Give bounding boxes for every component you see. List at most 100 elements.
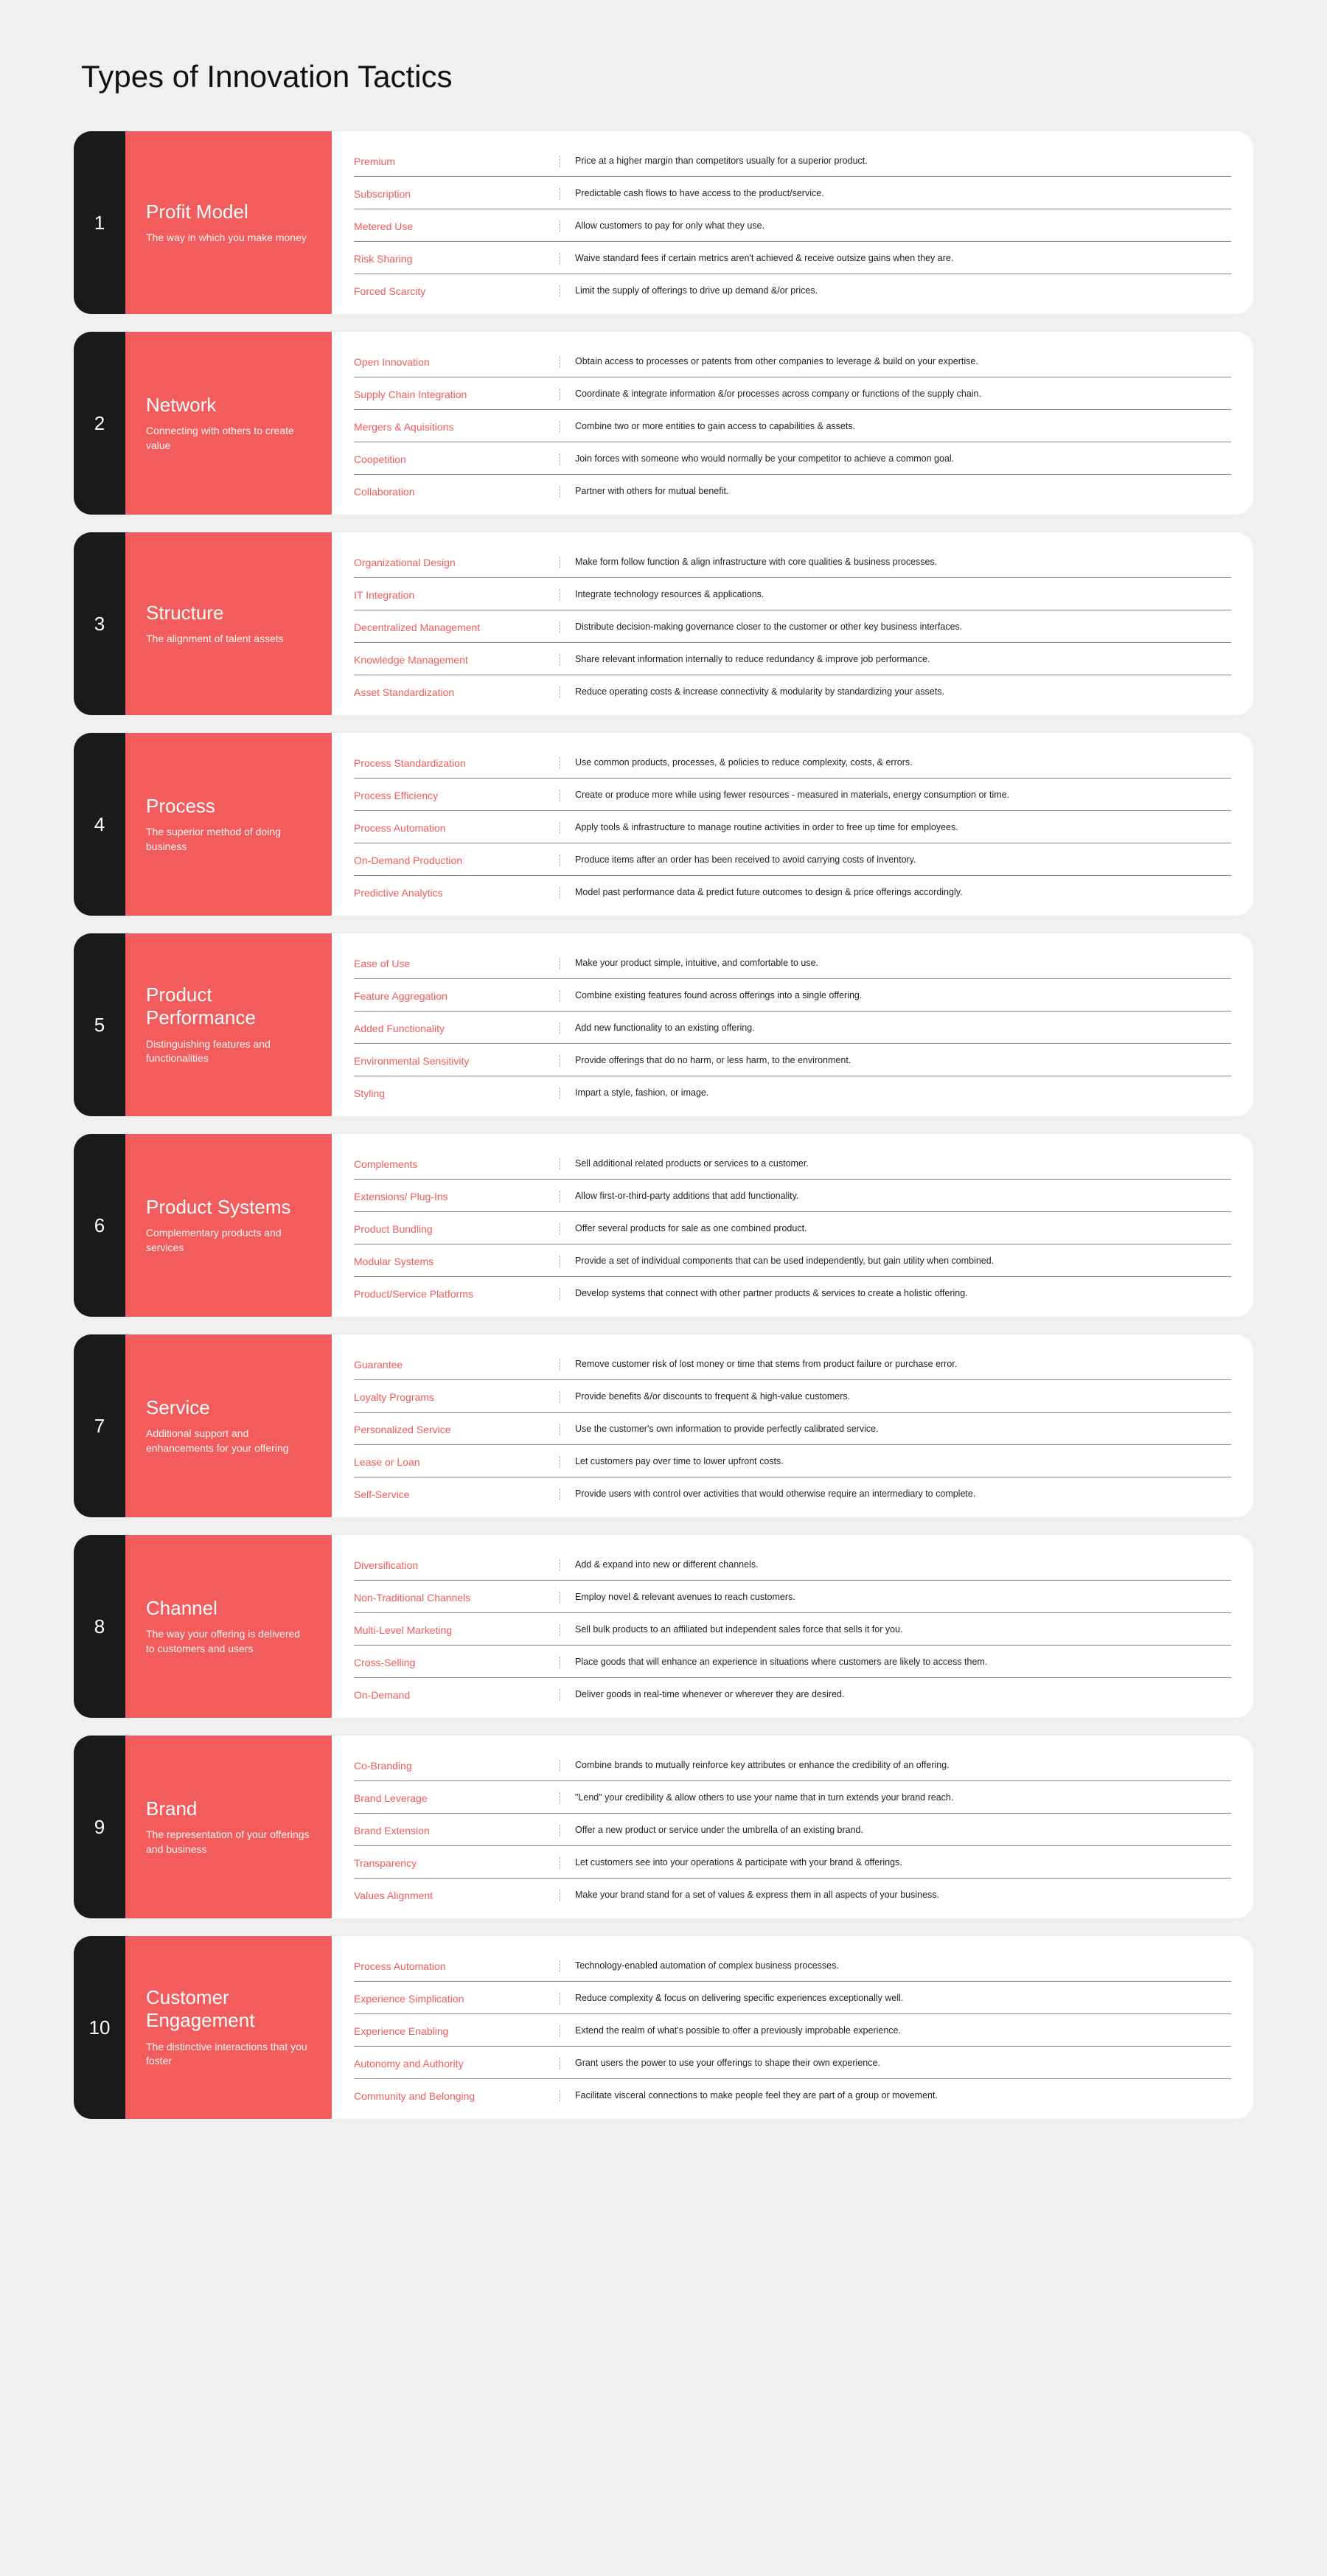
section-title: Brand [146,1797,311,1820]
tactic-name: Personalized Service [354,1424,560,1435]
section-10: 10Customer EngagementThe distinctive int… [74,1936,1253,2119]
tactic-desc: Use common products, processes, & polici… [560,756,1231,770]
tactic-name: Self-Service [354,1489,560,1500]
section-subtitle: The way your offering is delivered to cu… [146,1627,311,1656]
tactic-row: SubscriptionPredictable cash flows to ha… [354,177,1231,209]
section-title: Process [146,795,311,818]
tactic-desc: Reduce operating costs & increase connec… [560,686,1231,699]
tactic-desc: Price at a higher margin than competitor… [560,155,1231,168]
section-subtitle: The superior method of doing business [146,825,311,854]
tactic-name: Co-Branding [354,1760,560,1772]
section-header: Product SystemsComplementary products an… [125,1134,332,1317]
tactic-desc: Reduce complexity & focus on delivering … [560,1992,1231,2005]
tactic-row: PremiumPrice at a higher margin than com… [354,145,1231,177]
section-header: Customer EngagementThe distinctive inter… [125,1936,332,2119]
section-number: 9 [74,1736,125,1918]
tactic-name: Knowledge Management [354,654,560,666]
tactic-name: Values Alignment [354,1890,560,1901]
section-number: 8 [74,1535,125,1718]
tactic-row: Asset StandardizationReduce operating co… [354,675,1231,708]
tactic-row: Co-BrandingCombine brands to mutually re… [354,1749,1231,1781]
tactic-name: Process Efficiency [354,790,560,801]
tactic-name: On-Demand [354,1689,560,1701]
section-6: 6Product SystemsComplementary products a… [74,1134,1253,1317]
section-number: 6 [74,1134,125,1317]
tactic-desc: Create or produce more while using fewer… [560,789,1231,802]
section-number: 10 [74,1936,125,2119]
tactic-name: Feature Aggregation [354,990,560,1002]
tactic-desc: Use the customer's own information to pr… [560,1423,1231,1436]
section-subtitle: The alignment of talent assets [146,632,311,647]
tactic-name: Coopetition [354,453,560,465]
tactic-row: Mergers & AquisitionsCombine two or more… [354,410,1231,442]
section-title: Service [146,1396,311,1419]
tactic-desc: Combine two or more entities to gain acc… [560,420,1231,434]
tactic-row: Community and BelongingFacilitate viscer… [354,2079,1231,2112]
section-number: 3 [74,532,125,715]
tactic-desc: Provide a set of individual components t… [560,1255,1231,1268]
tactic-desc: Add new functionality to an existing off… [560,1022,1231,1035]
tactic-name: Risk Sharing [354,253,560,265]
tactic-row: Process AutomationTechnology-enabled aut… [354,1949,1231,1982]
tactic-desc: Limit the supply of offerings to drive u… [560,285,1231,298]
tactic-desc: Technology-enabled automation of complex… [560,1960,1231,1973]
section-subtitle: Connecting with others to create value [146,424,311,453]
section-9: 9BrandThe representation of your offerin… [74,1736,1253,1918]
tactic-desc: Sell additional related products or serv… [560,1158,1231,1171]
tactic-name: Experience Enabling [354,2025,560,2037]
tactic-desc: Offer a new product or service under the… [560,1824,1231,1837]
section-4: 4 Process The superior method of doing bus… [74,733,1253,916]
tactic-desc: Let customers pay over time to lower upf… [560,1455,1231,1469]
tactic-row: IT IntegrationIntegrate technology resou… [354,578,1231,610]
section-7: 7ServiceAdditional support and enhanceme… [74,1334,1253,1517]
tactic-desc: Apply tools & infrastructure to manage r… [560,821,1231,835]
section-header: BrandThe representation of your offering… [125,1736,332,1918]
section-8: 8ChannelThe way your offering is deliver… [74,1535,1253,1718]
tactic-name: Added Functionality [354,1023,560,1034]
section-number: 4 [74,733,125,916]
section-title: Product Systems [146,1196,311,1219]
tactic-row: TransparencyLet customers see into your … [354,1846,1231,1879]
tactic-name: Ease of Use [354,958,560,970]
tactic-name: Guarantee [354,1359,560,1371]
tactic-desc: Allow customers to pay for only what the… [560,220,1231,233]
tactic-name: Non-Traditional Channels [354,1592,560,1604]
tactic-name: Decentralized Management [354,622,560,633]
tactic-name: IT Integration [354,589,560,601]
tactic-name: Open Innovation [354,356,560,368]
tactic-name: Multi-Level Marketing [354,1624,560,1636]
tactic-row: Forced ScarcityLimit the supply of offer… [354,274,1231,307]
section-subtitle: Distinguishing features and functionalit… [146,1037,311,1066]
tactic-desc: Provide users with control over activiti… [560,1488,1231,1501]
tactic-desc: Join forces with someone who would norma… [560,453,1231,466]
tactic-desc: Develop systems that connect with other … [560,1287,1231,1301]
tactic-row: Cross-SellingPlace goods that will enhan… [354,1646,1231,1678]
tactic-name: Organizational Design [354,557,560,568]
tactic-desc: Make form follow function & align infras… [560,556,1231,569]
page-title: Types of Innovation Tactics [81,59,1253,94]
tactic-desc: Obtain access to processes or patents fr… [560,355,1231,369]
tactic-desc: Combine brands to mutually reinforce key… [560,1759,1231,1772]
sections-container: 1Profit ModelThe way in which you make m… [74,131,1253,2119]
tactic-row: Process EfficiencyCreate or produce more… [354,779,1231,811]
tactic-desc: Provide offerings that do no harm, or le… [560,1054,1231,1068]
tactic-name: Process Automation [354,822,560,834]
section-subtitle: The way in which you make money [146,231,311,246]
tactic-desc: Impart a style, fashion, or image. [560,1087,1231,1100]
section-rows: Process StandardizationUse common produc… [332,733,1253,916]
section-rows: DiversificationAdd & expand into new or … [332,1535,1253,1718]
tactic-name: On-Demand Production [354,854,560,866]
section-1: 1Profit ModelThe way in which you make m… [74,131,1253,314]
tactic-row: Loyalty ProgramsProvide benefits &/or di… [354,1380,1231,1413]
section-header: Profit ModelThe way in which you make mo… [125,131,332,314]
section-rows: ComplementsSell additional related produ… [332,1134,1253,1317]
tactic-desc: Grant users the power to use your offeri… [560,2057,1231,2070]
tactic-name: Collaboration [354,486,560,498]
tactic-desc: Share relevant information internally to… [560,653,1231,666]
tactic-name: Premium [354,156,560,167]
tactic-desc: Make your brand stand for a set of value… [560,1889,1231,1902]
tactic-row: Brand ExtensionOffer a new product or se… [354,1814,1231,1846]
tactic-name: Complements [354,1158,560,1170]
tactic-row: Supply Chain IntegrationCoordinate & int… [354,377,1231,410]
section-rows: GuaranteeRemove customer risk of lost mo… [332,1334,1253,1517]
